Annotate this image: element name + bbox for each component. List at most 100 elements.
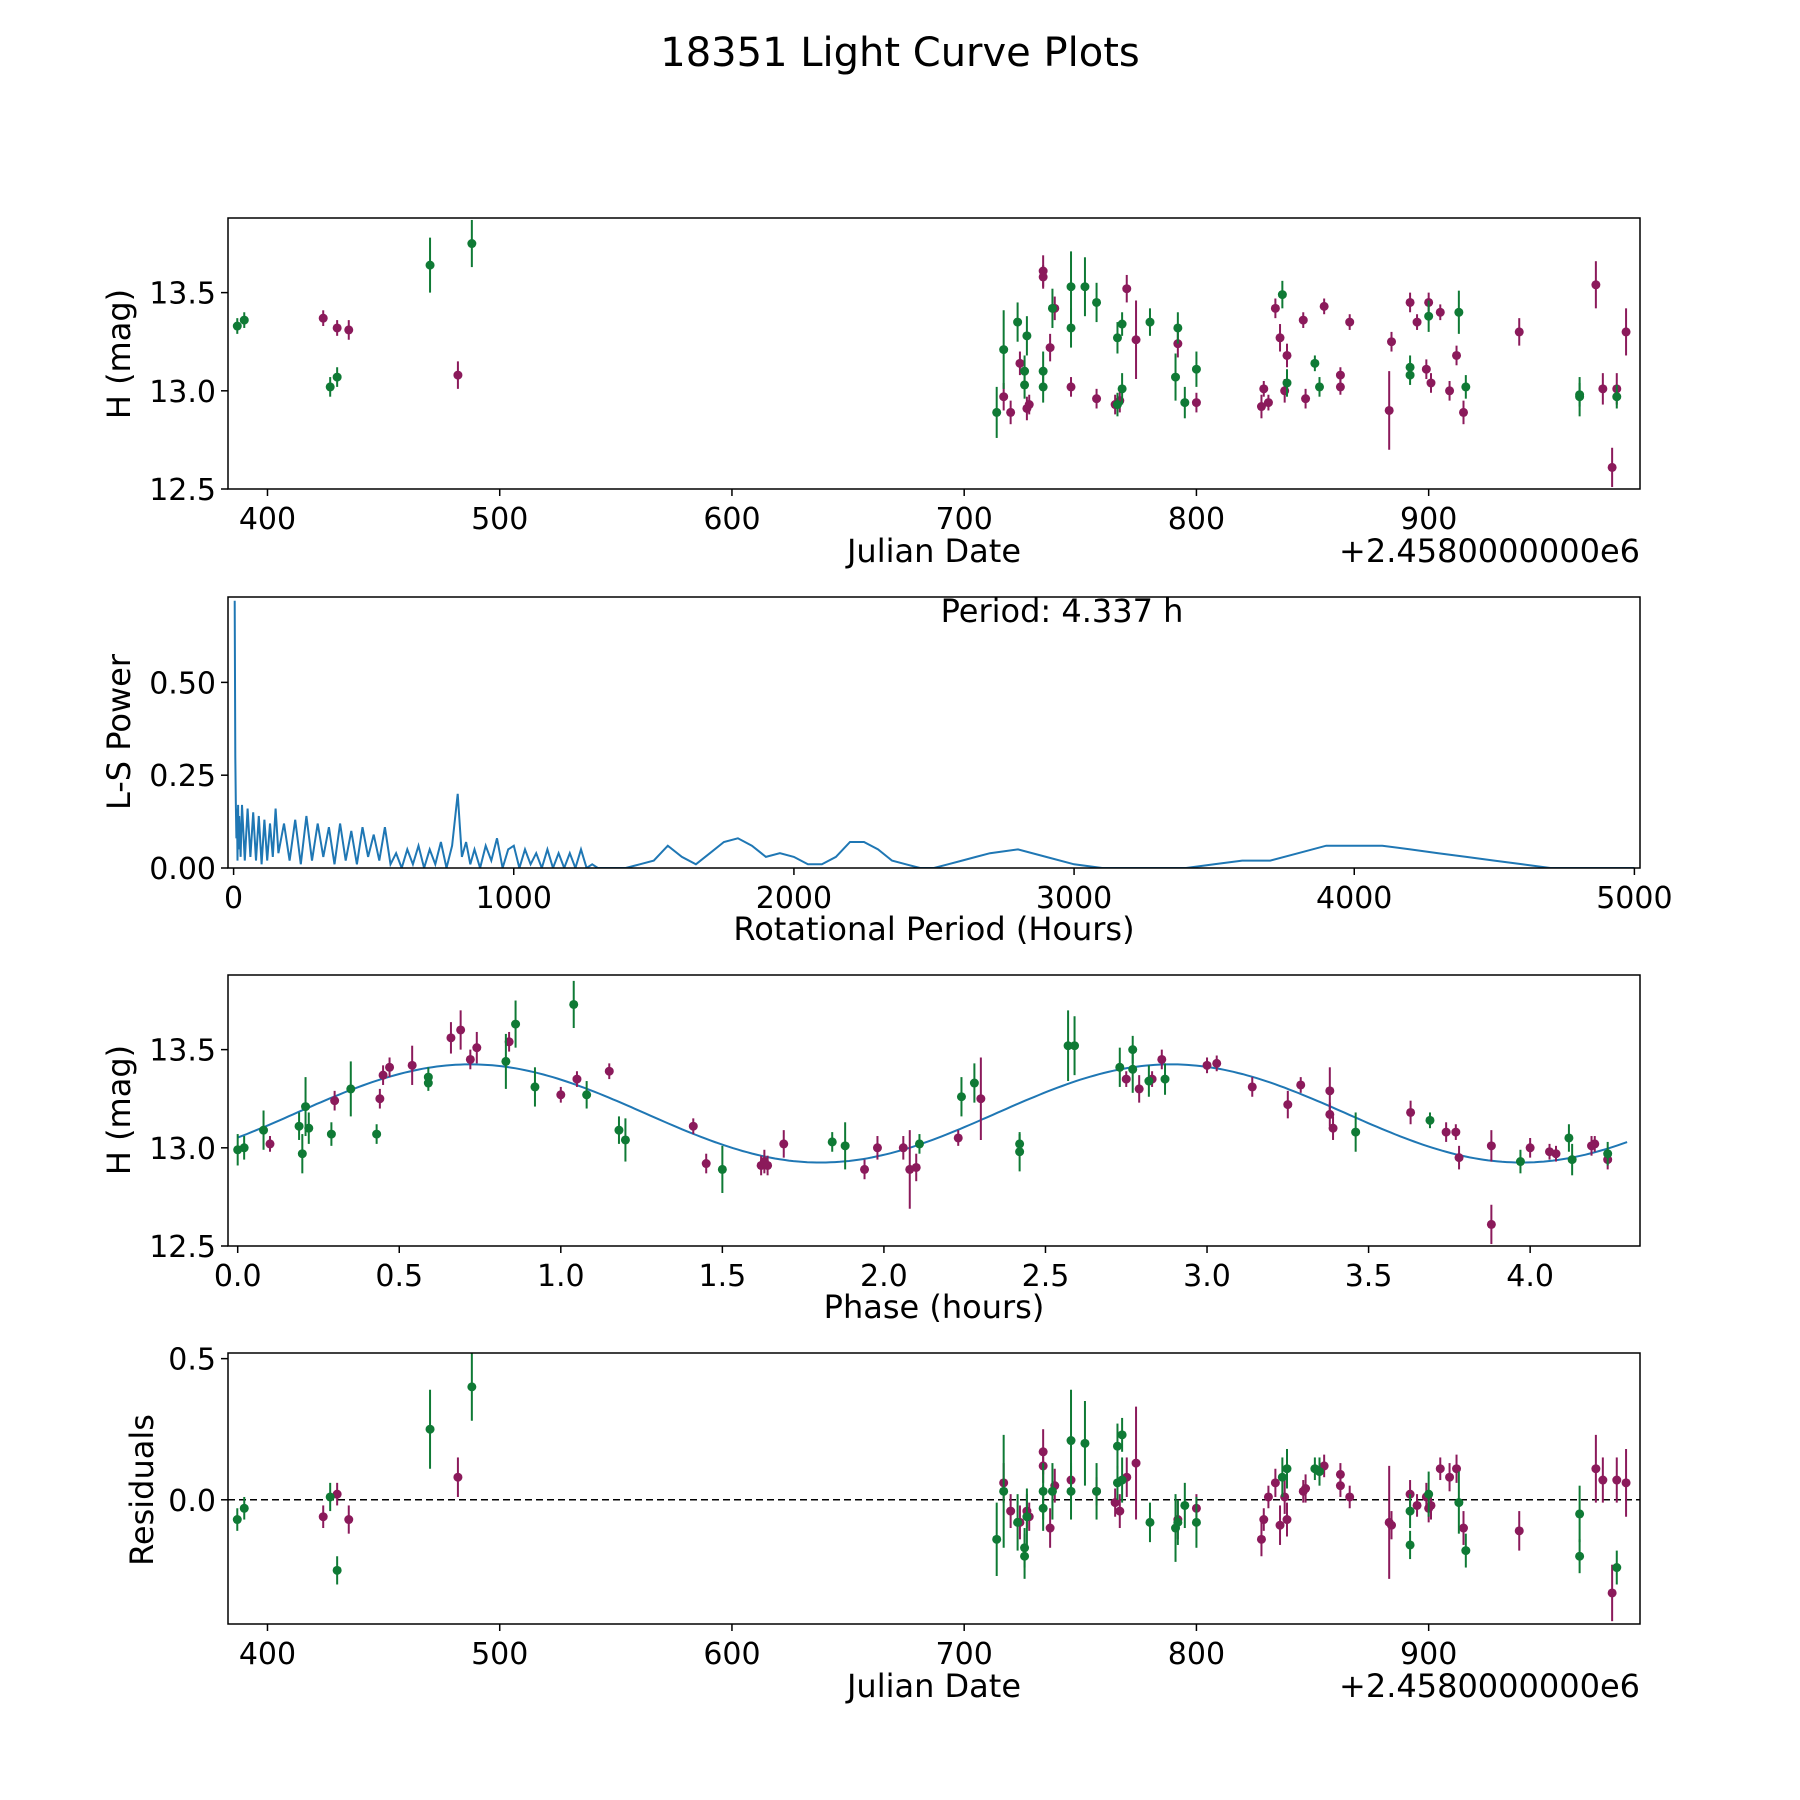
lightcurve-xlabel: Julian Date xyxy=(845,532,1021,570)
residuals-data-point xyxy=(1621,1478,1631,1488)
lightcurve-ytick-label: 13.0 xyxy=(149,375,216,410)
lightcurve-data-point xyxy=(1575,390,1585,400)
phased-data-point xyxy=(1212,1058,1222,1068)
lightcurve-data-point xyxy=(1066,282,1076,292)
periodogram-xtick-label: 0 xyxy=(224,881,243,916)
lightcurve-data-point xyxy=(467,239,477,249)
residuals-data-point xyxy=(1607,1588,1617,1598)
residuals-data-point xyxy=(1115,1506,1125,1516)
phased-ytick-label: 13.0 xyxy=(149,1132,216,1167)
lightcurve-xtick-label: 700 xyxy=(936,502,993,537)
phased-data-point xyxy=(1283,1100,1293,1110)
lightcurve-data-point xyxy=(1038,366,1048,376)
phased-data-point xyxy=(1144,1076,1154,1086)
phased-xtick-label: 3.5 xyxy=(1345,1259,1393,1294)
lightcurve-data-point xyxy=(1405,362,1415,372)
phased-data-point xyxy=(914,1139,924,1149)
residuals-frame xyxy=(227,1352,1641,1625)
residuals-data-point xyxy=(1612,1563,1622,1573)
lightcurve-data-point xyxy=(1171,372,1181,382)
residuals-data-point xyxy=(1275,1520,1285,1530)
phased-data-point xyxy=(1160,1074,1170,1084)
periodogram-frame xyxy=(227,596,1641,869)
phased-xtick-label: 0.0 xyxy=(214,1259,262,1294)
residuals-ticks: 400 500 600 700 800 900 0.0 0.5 xyxy=(168,1343,1457,1672)
residuals-data-point xyxy=(1412,1500,1422,1510)
lightcurve-data-point xyxy=(1270,303,1280,313)
lightcurve-data-point xyxy=(1092,394,1102,404)
phased-data-point xyxy=(472,1043,482,1053)
residuals-data-point xyxy=(425,1424,435,1434)
residuals-data-point xyxy=(232,1515,242,1525)
periodogram-xlabel: Rotational Period (Hours) xyxy=(733,910,1134,948)
lightcurve-ylabel: H (mag) xyxy=(100,289,138,419)
phased-data-point xyxy=(1134,1084,1144,1094)
phased-data-point xyxy=(872,1143,882,1153)
phased-data-point xyxy=(569,999,579,1009)
lightcurve-xtick-label: 500 xyxy=(471,502,528,537)
residuals-data-point xyxy=(1461,1546,1471,1556)
lightcurve-data-point xyxy=(1426,378,1436,388)
residuals-xtick-label: 700 xyxy=(936,1637,993,1672)
phased-data-point xyxy=(501,1056,511,1066)
phased-data-point xyxy=(1296,1080,1306,1090)
phased-data-point xyxy=(456,1025,466,1035)
lightcurve-marks xyxy=(232,219,1631,488)
phased-data-point xyxy=(1247,1082,1257,1092)
phased-data-point xyxy=(1590,1139,1600,1149)
phased-data-point xyxy=(860,1164,870,1174)
phased-data-point xyxy=(953,1133,963,1143)
residuals-data-point xyxy=(1335,1469,1345,1479)
residuals-data-point xyxy=(1066,1436,1076,1446)
phased-data-point xyxy=(378,1070,388,1080)
residuals-data-point xyxy=(1452,1464,1462,1474)
residuals-xtick-label: 600 xyxy=(703,1637,760,1672)
residuals-data-point xyxy=(1256,1534,1266,1544)
lightcurve-data-point xyxy=(1335,370,1345,380)
lightcurve-data-point xyxy=(425,260,435,270)
phased-data-point xyxy=(465,1054,475,1064)
phased-ytick-label: 12.5 xyxy=(149,1230,216,1265)
periodogram-ytick-label: 0.00 xyxy=(149,852,216,887)
residuals-data-point xyxy=(1315,1467,1325,1477)
phased-data-point xyxy=(265,1139,275,1149)
lightcurve-data-point xyxy=(232,321,242,331)
lightcurve-data-point xyxy=(1461,382,1471,392)
periodogram-ytick-label: 0.50 xyxy=(149,666,216,701)
residuals-data-point xyxy=(239,1503,249,1513)
residuals-data-point xyxy=(1131,1458,1141,1468)
lightcurve-data-point xyxy=(1435,307,1445,317)
lightcurve-data-point xyxy=(1066,382,1076,392)
residuals-data-point xyxy=(1405,1506,1415,1516)
lightcurve-data-point xyxy=(1122,284,1132,294)
lightcurve-data-point xyxy=(1112,333,1122,343)
lightcurve-data-point xyxy=(1310,358,1320,368)
lightcurve-data-point xyxy=(1112,400,1122,410)
phased-data-point xyxy=(1406,1107,1416,1117)
residuals-data-point xyxy=(1066,1486,1076,1496)
periodogram-ytick-label: 0.25 xyxy=(149,759,216,794)
lightcurve-data-point xyxy=(1045,343,1055,353)
phased-panel: 0.0 0.5 1.0 1.5 2.0 2.5 3.0 3.5 4.012.513.013.5 … xyxy=(100,974,1641,1326)
lightcurve-data-point xyxy=(1514,327,1524,337)
residuals-data-point xyxy=(1514,1526,1524,1536)
lightcurve-data-point xyxy=(1013,317,1023,327)
periodogram-marks xyxy=(233,600,1635,868)
lightcurve-xtick-label: 900 xyxy=(1400,502,1457,537)
phased-data-point xyxy=(372,1129,382,1139)
lightcurve-panel: 400 500 600 700 800 900 12.5 13.0 13.5 Julian Da… xyxy=(100,217,1641,570)
phased-data-point xyxy=(530,1082,540,1092)
lightcurve-data-point xyxy=(1191,364,1201,374)
phased-data-point xyxy=(779,1139,789,1149)
lightcurve-frame xyxy=(227,217,1641,490)
lightcurve-data-point xyxy=(1591,280,1601,290)
phased-data-point xyxy=(1351,1127,1361,1137)
residuals-ylabel: Residuals xyxy=(123,1414,161,1566)
phased-data-point xyxy=(1486,1141,1496,1151)
residuals-data-point xyxy=(467,1382,477,1392)
lightcurve-data-point xyxy=(1275,333,1285,343)
residuals-data-point xyxy=(1345,1492,1355,1502)
lightcurve-data-point xyxy=(1459,407,1468,417)
residuals-data-point xyxy=(325,1492,335,1502)
phased-data-point xyxy=(572,1074,582,1084)
